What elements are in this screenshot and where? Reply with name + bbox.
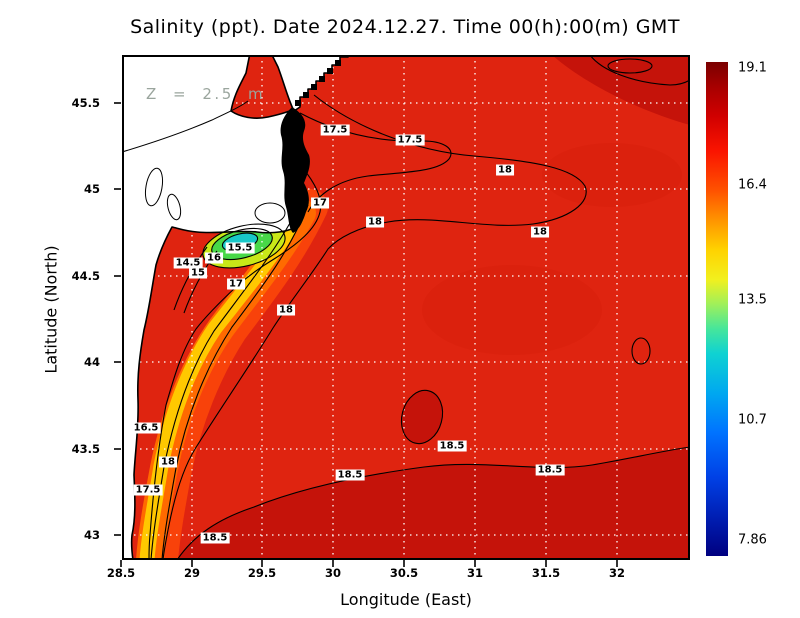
chart-title: Salinity (ppt). Date 2024.12.27. Time 00…: [130, 16, 680, 38]
contour-label: 18: [531, 226, 549, 238]
contour-label: 17: [227, 278, 245, 290]
x-tick-marks: [120, 560, 618, 567]
colorbar-tick-label: 13.5: [738, 292, 767, 308]
contour-label: 18: [159, 456, 177, 468]
y-axis-title: Latitude (North): [41, 244, 61, 374]
x-tick-label: 32: [608, 566, 626, 580]
colorbar-gradient: [706, 62, 728, 556]
colorbar-tick-label: 19.1: [738, 60, 767, 76]
y-tick-marks: [114, 102, 121, 536]
y-tick-label: 45.5: [71, 96, 100, 110]
land-details: [122, 100, 286, 224]
danube-delta-coast: [280, 60, 341, 233]
contour-label: 15.5: [225, 242, 255, 254]
y-tick-labels: 45.5 45 44.5 44 43.5 43: [0, 0, 100, 618]
contour-label: 17.5: [395, 134, 425, 146]
colorbar-tick-label: 16.4: [738, 177, 767, 193]
map-plot-area: Z = 2.5 m 17.5 17.5 18 17 18 18 15.5 16 14.5 15 17…: [122, 55, 690, 560]
contour-label: 18: [277, 304, 295, 316]
contour-label: 17.5: [133, 484, 163, 496]
contour-label: 15: [189, 267, 207, 279]
colorbar-tick-label: 7.86: [738, 532, 767, 548]
y-tick-label: 44.5: [71, 269, 100, 283]
contour-label: 17.5: [320, 124, 350, 136]
contour-label: 16: [205, 252, 223, 264]
x-tick-label: 31.5: [531, 566, 561, 580]
contour-label: 18.5: [437, 440, 467, 452]
y-tick-label: 44: [83, 355, 100, 369]
x-tick-labels: 28.5 29 29.5 30 30.5 31 31.5 32: [0, 566, 800, 582]
colorbar-tick-label: 10.7: [738, 412, 767, 428]
x-tick-label: 31: [466, 566, 484, 580]
contour-label: 14.5: [173, 257, 203, 269]
x-axis-title: Longitude (East): [340, 590, 472, 609]
plot-border: [122, 55, 690, 560]
y-axis-title-wrap: Latitude (North): [36, 0, 66, 618]
x-tick-label: 28.5: [106, 566, 136, 580]
contour-label: 18.5: [200, 532, 230, 544]
colorbar-labels: 19.1 16.4 13.5 10.7 7.86: [738, 0, 798, 618]
y-tick-label: 43.5: [71, 442, 100, 456]
x-tick-label: 29.5: [247, 566, 277, 580]
contour-label: 18: [366, 216, 384, 228]
gridlines: [122, 55, 690, 560]
x-tick-label: 30: [324, 566, 342, 580]
x-tick-label: 30.5: [389, 566, 419, 580]
contour-label: 18.5: [535, 464, 565, 476]
contour-label: 17: [311, 197, 329, 209]
x-tick-label: 29: [183, 566, 201, 580]
contour-label: 18: [496, 164, 514, 176]
depth-annotation: Z = 2.5 m: [146, 85, 266, 103]
y-tick-label: 45: [83, 182, 100, 196]
y-tick-label: 43: [83, 528, 100, 542]
contour-labels: 17.5 17.5 18 17 18 18 15.5 16 14.5 15 17 18 16.5 18 17…: [122, 55, 690, 560]
contour-label: 16.5: [131, 422, 161, 434]
contour-label: 18.5: [335, 469, 365, 481]
